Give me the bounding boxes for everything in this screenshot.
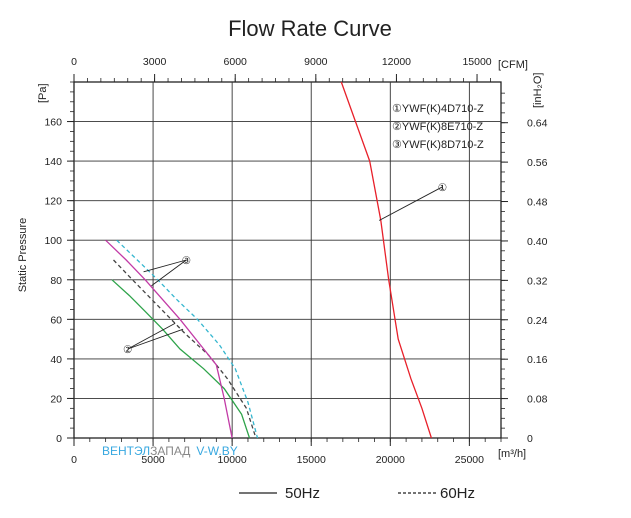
footer-legend: 50Hz 60Hz [239,485,475,502]
axis-ticks: 0 20 40 60 80 100 120 140 160 0 0.08 0.16 0.24 0.32 0.… [44,56,547,466]
legend-item-2: ②YWF(K)8E710-Z [392,121,483,133]
y-right-tick-label: 0.48 [527,197,548,209]
y-tick-label: 140 [44,156,62,168]
y-tick-label: 160 [44,117,62,129]
series-line-4 [105,239,233,439]
chart-title: Flow Rate Curve [228,16,392,41]
y-tick-label: 0 [56,433,62,445]
y-right-tick-label: 0.64 [527,118,548,130]
y-tick-label: 100 [44,235,62,247]
annotation-leader-line [151,259,187,287]
x-axis-top-unit-label: [CFM] [498,59,528,71]
x-tick-label: 20000 [376,454,405,466]
x-axis-unit-label: [m³/h] [498,448,526,460]
y-right-tick-label: 0.24 [527,315,548,327]
annotation-label-3: ② [123,344,133,356]
y-tick-label: 20 [50,393,62,405]
y-right-tick-label: 0.32 [527,275,548,287]
x-top-tick-label: 9000 [304,56,328,68]
annotation-leader-line [127,328,184,350]
x-top-tick-label: 12000 [382,56,411,68]
annotation-layer: ① ③ ② [123,182,448,356]
series-line-1 [340,81,433,439]
watermark-part-3: V-W.BY [196,444,237,458]
solid-legend-label: 50Hz [285,485,320,502]
watermark-part-2: ЗАПАД [150,444,190,458]
x-tick-label: 5000 [141,454,165,466]
series-line-2 [111,279,251,439]
annotation-label-2: ③ [182,255,192,267]
y-axis-unit-label: [Pa] [37,83,49,103]
watermark-text: ВЕНТЭЛЗАПАД V-W.BY [102,444,238,458]
legend: ①YWF(K)4D710-Z ②YWF(K)8E710-Z ③YWF(K)8D7… [392,103,484,151]
y-right-tick-label: 0.56 [527,157,548,169]
y-tick-label: 60 [50,314,62,326]
x-top-tick-label: 0 [71,56,77,68]
y-tick-label: 40 [50,354,62,366]
y-right-tick-label: 0.08 [527,394,548,406]
legend-item-3: ③YWF(K)8D710-Z [392,139,484,151]
series-line-3 [113,259,257,439]
dashed-legend-label: 60Hz [440,485,475,502]
plot-grid [73,81,502,439]
annotation-leader-line [143,259,187,273]
x-top-tick-label: 6000 [224,56,248,68]
y-right-tick-label: 0.40 [527,236,548,248]
watermark-part-1: ВЕНТЭЛ [102,444,150,458]
y-tick-label: 80 [50,275,62,287]
x-tick-label: 25000 [455,454,484,466]
series-line-5 [116,239,259,439]
x-top-tick-label: 3000 [143,56,167,68]
annotation-leader-line [379,186,443,221]
y-right-tick-label: 0.16 [527,354,548,366]
y-axis-label: Static Pressure [17,218,29,293]
y-right-tick-label: 0 [527,433,533,445]
x-top-tick-label: 15000 [462,56,491,68]
x-tick-label: 15000 [297,454,326,466]
annotation-leader-line [127,322,176,350]
x-tick-label: 0 [71,454,77,466]
y-axis-right-unit-label: [inH₂O] [532,73,544,108]
annotation-label-1: ① [438,182,448,194]
legend-item-1: ①YWF(K)4D710-Z [392,103,484,115]
series-layer [105,81,433,439]
y-tick-label: 120 [44,196,62,208]
x-tick-label: 10000 [218,454,247,466]
